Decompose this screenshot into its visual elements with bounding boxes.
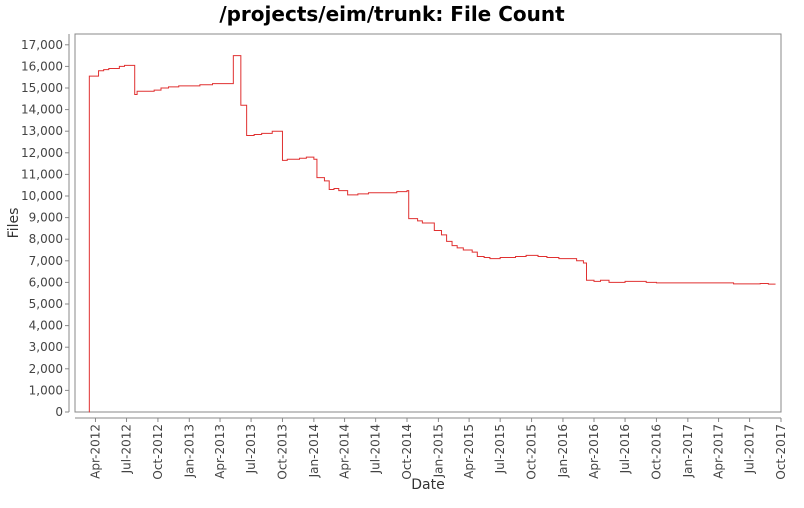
x-tick-label: Apr-2017 [712, 424, 726, 479]
x-tick-label: Apr-2012 [88, 424, 102, 479]
y-tick-label: 11,000 [21, 167, 63, 181]
y-tick-label: 15,000 [21, 81, 63, 95]
x-tick-label: Oct-2017 [774, 424, 788, 480]
x-tick-label: Oct-2012 [151, 424, 165, 480]
x-tick-label: Jan-2014 [307, 424, 321, 478]
y-tick-label: 14,000 [21, 103, 63, 117]
x-tick-label: Jan-2016 [556, 424, 570, 478]
x-tick-label: Oct-2015 [525, 424, 539, 480]
x-tick-label: Jan-2017 [681, 424, 695, 478]
y-tick-label: 4,000 [29, 319, 63, 333]
y-tick-label: 3,000 [29, 340, 63, 354]
x-tick-label: Jul-2013 [244, 424, 258, 474]
x-tick-label: Jan-2015 [431, 424, 445, 478]
chart-title: /projects/eim/trunk: File Count [219, 2, 565, 26]
y-tick-label: 7,000 [29, 254, 63, 268]
y-axis-label: Files [6, 208, 22, 239]
x-axis-label: Date [411, 477, 444, 493]
y-axis-ticks: 0 1,000 2,000 3,000 4,000 5,000 6,000 7,000 8,00… [21, 38, 69, 419]
x-tick-label: Jan-2013 [182, 424, 196, 478]
x-tick-label: Oct-2013 [275, 424, 289, 480]
y-tick-label: 13,000 [21, 124, 63, 138]
x-tick-label: Apr-2014 [338, 424, 352, 479]
y-tick-label: 12,000 [21, 146, 63, 160]
x-axis-ticks: Apr-2012 Jul-2012 Oct-2012 Jan-2013 Apr-2013… [88, 418, 788, 480]
x-tick-label: Jul-2016 [618, 424, 632, 474]
y-tick-label: 6,000 [29, 275, 63, 289]
y-tick-label: 8,000 [29, 232, 63, 246]
y-tick-label: 10,000 [21, 189, 63, 203]
y-tick-label: 5,000 [29, 297, 63, 311]
y-tick-label: 2,000 [29, 362, 63, 376]
file-count-series-line [88, 55, 776, 413]
x-tick-label: Jul-2012 [120, 424, 134, 474]
y-tick-label: 17,000 [21, 38, 63, 52]
x-tick-label: Apr-2013 [213, 424, 227, 479]
x-tick-label: Jul-2017 [743, 424, 757, 474]
x-tick-label: Oct-2014 [400, 424, 414, 480]
x-tick-label: Oct-2016 [649, 424, 663, 480]
x-tick-label: Apr-2016 [587, 424, 601, 479]
x-tick-label: Jul-2015 [493, 424, 507, 474]
y-tick-label: 0 [55, 405, 63, 419]
x-tick-label: Jul-2014 [369, 424, 383, 474]
y-tick-label: 9,000 [29, 211, 63, 225]
y-tick-label: 16,000 [21, 59, 63, 73]
x-tick-label: Apr-2015 [462, 424, 476, 479]
y-tick-label: 1,000 [29, 383, 63, 397]
